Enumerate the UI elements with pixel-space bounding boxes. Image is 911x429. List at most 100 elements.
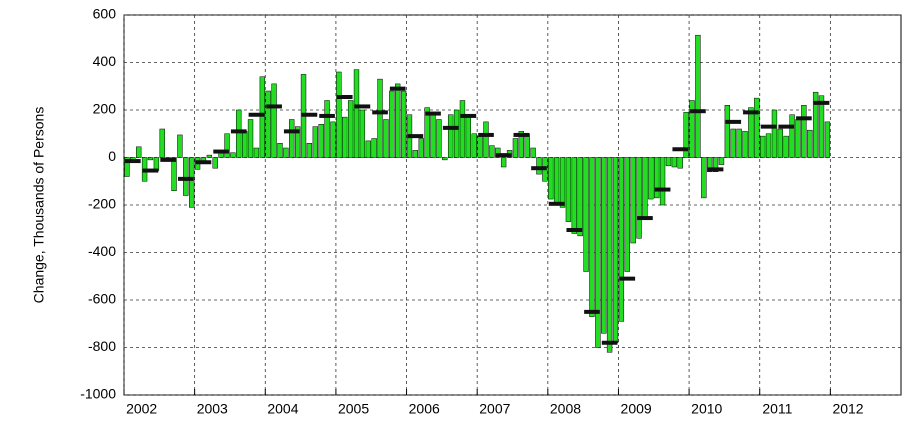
bar [212, 157, 218, 169]
bar [383, 119, 389, 158]
bar [548, 157, 554, 200]
x-tick-label: 2011 [762, 401, 792, 417]
bar [624, 157, 630, 272]
bar [759, 135, 766, 158]
bar [418, 138, 424, 158]
bar [377, 78, 383, 158]
bar [177, 134, 183, 158]
bar [259, 76, 266, 158]
bar [748, 107, 754, 158]
bar [359, 109, 366, 158]
bar [400, 90, 407, 158]
x-tick-label: 2007 [479, 401, 510, 417]
bar [783, 135, 789, 158]
y-tick-label: -400 [88, 243, 116, 259]
x-tick-label: 2008 [550, 401, 581, 417]
bar [500, 157, 507, 168]
bar [606, 157, 613, 353]
x-tick-label: 2004 [267, 401, 298, 417]
y-tick-label: -800 [88, 338, 116, 354]
bar [253, 147, 260, 158]
bar [807, 129, 813, 158]
bar [612, 157, 619, 343]
y-tick-label: 400 [93, 53, 117, 69]
bar [236, 109, 242, 158]
bar [436, 119, 442, 158]
bar [689, 100, 695, 158]
bar [801, 105, 807, 158]
bar [553, 157, 560, 206]
bar [736, 128, 742, 158]
bar [365, 140, 371, 158]
y-tick-label: -200 [88, 196, 116, 212]
bar [224, 133, 230, 158]
bar [442, 157, 448, 161]
bar [589, 157, 595, 317]
bar [701, 157, 707, 199]
bar [430, 112, 436, 158]
bar [136, 146, 142, 158]
bar [471, 133, 477, 158]
bar [824, 121, 831, 158]
bar [336, 71, 342, 158]
bar [124, 157, 130, 177]
bar [183, 157, 189, 196]
bar [277, 143, 283, 158]
bar [654, 157, 660, 199]
bar [765, 133, 772, 158]
bar [242, 131, 248, 158]
x-tick-label: 2006 [409, 401, 440, 417]
bar [571, 157, 577, 234]
x-tick-label: 2003 [197, 401, 228, 417]
bar [518, 131, 524, 158]
bar [389, 90, 395, 158]
bar [648, 157, 654, 200]
bar [189, 157, 195, 208]
bar [683, 112, 689, 158]
bar [795, 119, 801, 158]
bar [312, 126, 318, 158]
bar [712, 157, 719, 172]
bar [530, 147, 536, 158]
y-axis-label: Change, Thousands of Persons [31, 107, 47, 304]
bar [636, 157, 642, 239]
bar [565, 157, 572, 222]
bar [453, 109, 460, 158]
bar [330, 121, 336, 158]
bar [777, 128, 783, 158]
bar [289, 119, 295, 158]
bar [665, 157, 672, 167]
x-tick-label: 2012 [832, 401, 863, 417]
bar [394, 83, 401, 158]
y-tick-label: 600 [93, 6, 117, 22]
bar [483, 121, 489, 158]
bar [718, 157, 725, 165]
y-tick-label: -1000 [80, 386, 116, 402]
bar [465, 114, 471, 158]
bar [512, 138, 519, 158]
bar [283, 147, 289, 158]
bar [671, 157, 678, 168]
bar [247, 119, 254, 158]
plot-frame [123, 14, 902, 396]
bar [459, 100, 466, 158]
bar [754, 97, 760, 158]
bar [206, 154, 213, 158]
x-tick-label: 2002 [126, 401, 157, 417]
bar [677, 157, 683, 169]
bar [171, 157, 177, 191]
bar [642, 157, 648, 218]
bar [412, 150, 419, 158]
bar [789, 114, 795, 158]
bar [601, 157, 607, 334]
bar [489, 145, 495, 158]
x-tick-label: 2005 [338, 401, 369, 417]
bar [230, 152, 236, 158]
bar [324, 100, 330, 158]
x-tick-label: 2009 [621, 401, 652, 417]
bar [812, 91, 819, 158]
bar [306, 143, 313, 158]
bar [477, 135, 483, 158]
y-tick-label: -600 [88, 291, 116, 307]
bar [695, 34, 701, 158]
